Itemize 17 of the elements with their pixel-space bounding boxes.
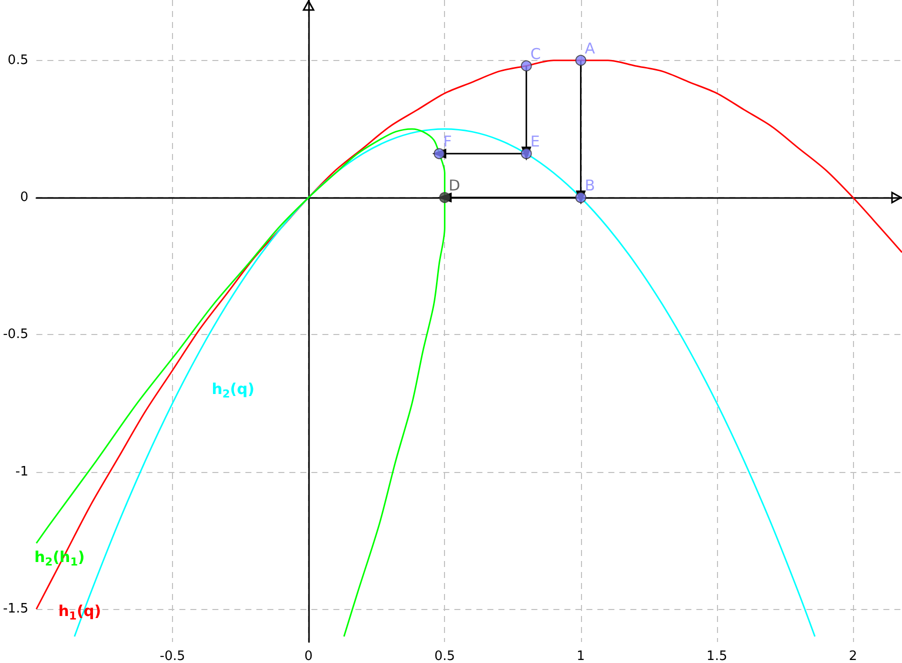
annotation: C: [530, 44, 541, 63]
x-tick-label: 1: [576, 649, 585, 663]
y-tick-label: -1: [15, 464, 28, 480]
annotation: B: [584, 176, 596, 195]
x-tick-label: 1.5: [706, 649, 728, 663]
x-tick-label: 2: [848, 649, 858, 663]
y-tick-label: 0.5: [8, 52, 28, 68]
annotation: A: [584, 39, 596, 58]
annotation: D: [448, 176, 460, 195]
x-tick-label: -0.5: [160, 649, 186, 663]
x-tick-label: 0: [304, 649, 313, 663]
y-tick-label: -1.5: [2, 602, 28, 617]
y-tick-label: -0.5: [2, 327, 28, 342]
y-tick-label: 0: [20, 190, 28, 206]
annotation: E: [530, 132, 540, 151]
x-tick-label: 0.5: [434, 649, 456, 663]
annotation: F: [443, 132, 452, 151]
